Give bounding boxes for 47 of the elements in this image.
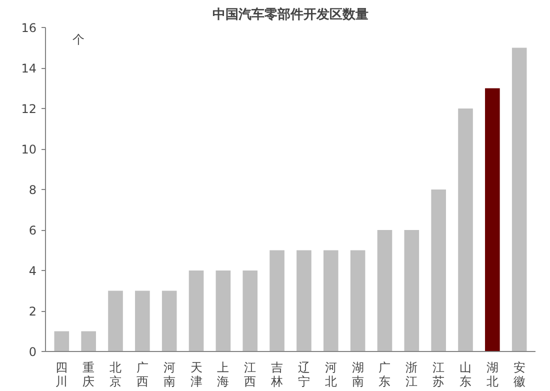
bar — [296, 250, 312, 352]
bar — [54, 331, 70, 352]
bar — [404, 230, 420, 352]
x-tick-label: 湖南 — [352, 360, 364, 388]
x-tick-label: 广西 — [136, 360, 148, 388]
bar — [377, 230, 392, 352]
bar — [431, 190, 446, 352]
y-tick-label: 10 — [21, 142, 37, 156]
x-tick-label: 江西 — [244, 360, 256, 388]
y-tick-label: 2 — [28, 304, 37, 318]
y-tick-label: 6 — [28, 224, 37, 238]
bar — [512, 48, 527, 352]
y-tick-label: 14 — [21, 62, 37, 76]
bar — [108, 290, 123, 352]
bar — [350, 250, 366, 352]
y-tick-label: 8 — [28, 183, 37, 197]
x-tick-label: 河北 — [324, 360, 337, 388]
bar — [323, 250, 338, 352]
y-tick-label: 0 — [28, 345, 37, 359]
y-tick-label: 12 — [21, 102, 37, 116]
bar — [216, 270, 231, 352]
x-tick-label: 山东 — [460, 360, 472, 388]
bar — [81, 331, 96, 352]
x-tick-label: 北京 — [110, 360, 122, 388]
x-tick-label: 河南 — [163, 360, 176, 388]
chart-title: 中国汽车零部件开发区数量 — [212, 6, 368, 22]
bar — [242, 270, 258, 352]
x-tick-label: 上海 — [217, 360, 230, 388]
x-tick-label: 辽宁 — [298, 360, 310, 388]
y-axis-title: 个 — [72, 32, 84, 46]
y-tick-label: 4 — [28, 264, 37, 278]
x-tick-label: 天津 — [190, 360, 202, 388]
x-tick-label: 安徽 — [513, 360, 526, 388]
x-tick-label: 湖北 — [486, 360, 498, 388]
bar — [458, 108, 473, 352]
bar — [135, 290, 150, 352]
x-tick-label: 重庆 — [82, 360, 95, 388]
x-tick-label: 广东 — [378, 360, 391, 388]
bar — [270, 250, 284, 352]
x-tick-label: 江苏 — [432, 360, 445, 388]
y-tick-label: 16 — [21, 21, 37, 35]
bar — [162, 290, 177, 352]
x-tick-label: 吉林 — [270, 360, 284, 388]
x-tick-label: 浙江 — [406, 360, 418, 388]
bar — [188, 270, 204, 352]
bar — [485, 88, 500, 352]
x-tick-label: 四川 — [56, 360, 68, 388]
